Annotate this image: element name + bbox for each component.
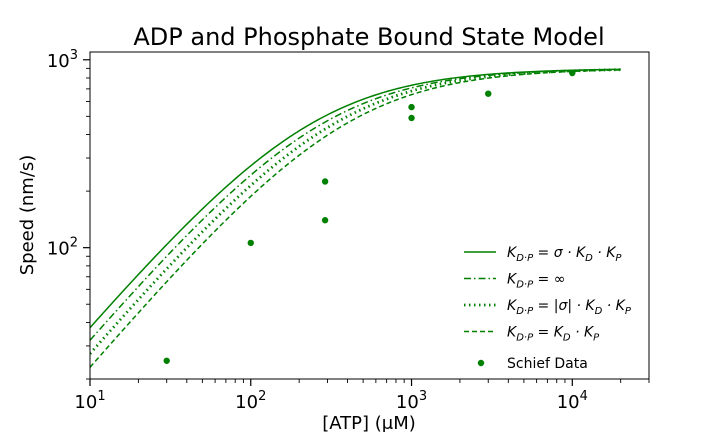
legend-marker	[477, 359, 485, 367]
series-line-0	[90, 68, 621, 329]
series-line-3	[90, 69, 621, 368]
legend-label: KD·P = KD · KP	[507, 325, 600, 344]
series-line-1	[90, 68, 621, 341]
x-tick-label: 101	[74, 389, 105, 413]
y-axis-label: Speed (nm/s)	[17, 155, 38, 276]
data-point	[321, 178, 329, 185]
data-point	[163, 357, 170, 364]
x-axis-label: [ATP] (μM)	[322, 413, 416, 432]
chart-title: ADP and Phosphate Bound State Model	[133, 23, 604, 51]
x-tick-label: 104	[557, 389, 588, 413]
data-point	[569, 69, 576, 77]
y-axis: 102 103	[47, 48, 90, 380]
legend: KD·P = σ · KD · KP KD·P = ∞ KD·P = |σ| · K…	[464, 245, 632, 372]
x-tick-label: 103	[396, 389, 427, 413]
legend-label: KD·P = σ · KD · KP	[507, 245, 622, 264]
series-layer	[90, 68, 621, 368]
legend-label: KD·P = |σ| · KD · KP	[507, 298, 632, 317]
y-tick-label: 102	[47, 236, 78, 260]
data-point	[408, 114, 415, 122]
data-point	[247, 239, 254, 247]
series-line-2	[90, 68, 621, 355]
data-point	[321, 217, 329, 224]
y-tick-label: 103	[47, 48, 78, 72]
plot-frame	[89, 51, 650, 380]
legend-label: Schief Data	[507, 356, 588, 372]
x-tick-label: 102	[235, 389, 266, 413]
x-axis: 101 102 103 104	[74, 379, 650, 413]
legend-label: KD·P = ∞	[507, 272, 565, 291]
data-point	[408, 103, 415, 111]
scatter-layer	[163, 69, 576, 364]
data-point	[485, 90, 492, 97]
